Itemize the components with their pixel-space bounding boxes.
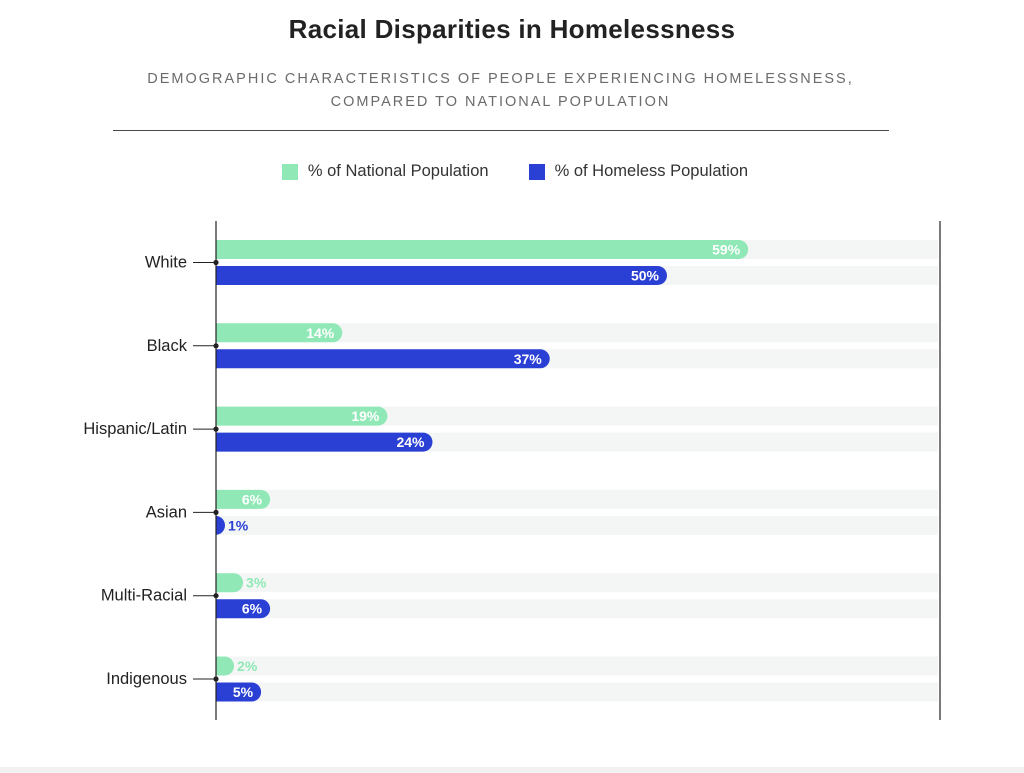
bar-value-label: 5%: [233, 684, 254, 700]
bar-national: [216, 323, 343, 343]
bar-value-label: 6%: [242, 601, 263, 617]
bar-value-label: 14%: [306, 325, 335, 341]
bar-value-label: 59%: [712, 242, 741, 258]
bar-national: [216, 240, 749, 259]
legend-label-homeless: % of Homeless Population: [554, 162, 749, 180]
category-label: Black: [147, 337, 188, 355]
category-label: White: [145, 254, 187, 272]
legend: % of National Population % of Homeless P…: [0, 162, 1024, 181]
bar-national: [216, 573, 244, 593]
bar-homeless: [216, 349, 550, 369]
bar-homeless: [216, 599, 271, 619]
bar-value-label: 50%: [631, 268, 660, 284]
bar-track: [216, 515, 938, 535]
title-divider: [113, 130, 889, 131]
subtitle-line-2: COMPARED TO NATIONAL POPULATION: [330, 94, 671, 110]
bar-value-label: 3%: [246, 575, 267, 591]
bar-track: [216, 489, 938, 509]
category-label: Hispanic/Latin: [83, 420, 187, 438]
bar-homeless: [215, 515, 226, 535]
category-label: Multi-Racial: [101, 587, 187, 605]
bar-homeless: [216, 432, 433, 452]
legend-swatch-homeless: [528, 163, 545, 180]
bar-value-label: 2%: [237, 658, 258, 674]
bar-homeless: [216, 682, 262, 702]
legend-item-national: % of National Population: [281, 162, 489, 181]
legend-swatch-national: [281, 163, 298, 180]
bar-track: [216, 406, 938, 426]
bar-homeless: [216, 266, 667, 285]
bar-national: [216, 489, 271, 509]
category-label: Asian: [146, 503, 187, 521]
bar-national: [216, 406, 388, 426]
footer-band: [0, 767, 1024, 773]
bar-value-label: 19%: [351, 408, 380, 424]
subtitle-line-1: DEMOGRAPHIC CHARACTERISTICS OF PEOPLE EX…: [147, 71, 854, 87]
legend-label-national: % of National Population: [307, 162, 489, 180]
bar-national: [216, 656, 235, 676]
legend-item-homeless: % of Homeless Population: [528, 162, 749, 181]
bar-value-label: 24%: [396, 434, 425, 450]
category-label: Indigenous: [106, 670, 187, 688]
chart-subtitle: DEMOGRAPHIC CHARACTERISTICS OF PEOPLE EX…: [112, 68, 889, 114]
chart-title: Racial Disparities in Homelessness: [288, 14, 736, 44]
bar-track: [216, 599, 938, 619]
bar-track: [216, 323, 938, 343]
bar-value-label: 1%: [228, 517, 249, 533]
bar-value-label: 37%: [514, 351, 543, 367]
bar-track: [216, 656, 938, 676]
bar-track: [216, 573, 938, 593]
bar-track: [216, 682, 938, 702]
bar-value-label: 6%: [242, 491, 263, 507]
